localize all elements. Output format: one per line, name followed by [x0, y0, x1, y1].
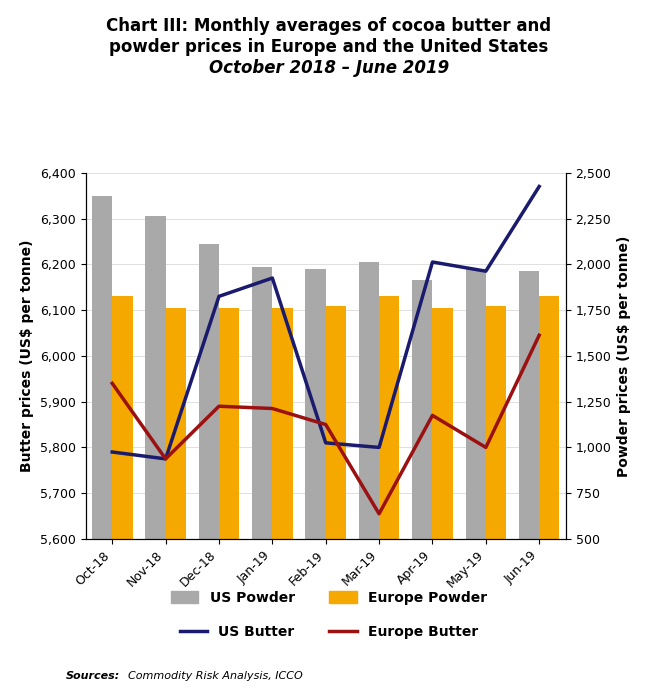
- Bar: [539, 296, 559, 539]
- Text: October 2018 – June 2019: October 2018 – June 2019: [209, 59, 449, 77]
- Bar: [432, 307, 453, 539]
- Bar: [272, 307, 293, 539]
- Bar: [379, 296, 399, 539]
- Bar: [359, 262, 379, 539]
- Text: powder prices in Europe and the United States: powder prices in Europe and the United S…: [109, 38, 549, 56]
- Bar: [113, 296, 132, 539]
- Bar: [199, 244, 219, 539]
- Text: Commodity Risk Analysis, ICCO: Commodity Risk Analysis, ICCO: [128, 671, 303, 681]
- Text: Sources:: Sources:: [66, 671, 120, 681]
- Legend: US Butter, Europe Butter: US Butter, Europe Butter: [180, 625, 478, 639]
- Text: Chart III: Monthly averages of cocoa butter and: Chart III: Monthly averages of cocoa but…: [107, 17, 551, 35]
- Y-axis label: Butter prices (US$ per tonne): Butter prices (US$ per tonne): [20, 240, 34, 472]
- Bar: [305, 269, 326, 539]
- Bar: [166, 307, 186, 539]
- Y-axis label: Powder prices (US$ per tonne): Powder prices (US$ per tonne): [617, 235, 631, 477]
- Legend: US Powder, Europe Powder: US Powder, Europe Powder: [170, 591, 488, 605]
- Bar: [252, 267, 272, 539]
- Bar: [145, 216, 166, 539]
- Bar: [519, 271, 539, 539]
- Bar: [412, 281, 432, 539]
- Bar: [219, 307, 240, 539]
- Bar: [486, 305, 506, 539]
- Bar: [466, 269, 486, 539]
- Bar: [326, 305, 346, 539]
- Bar: [92, 196, 113, 539]
